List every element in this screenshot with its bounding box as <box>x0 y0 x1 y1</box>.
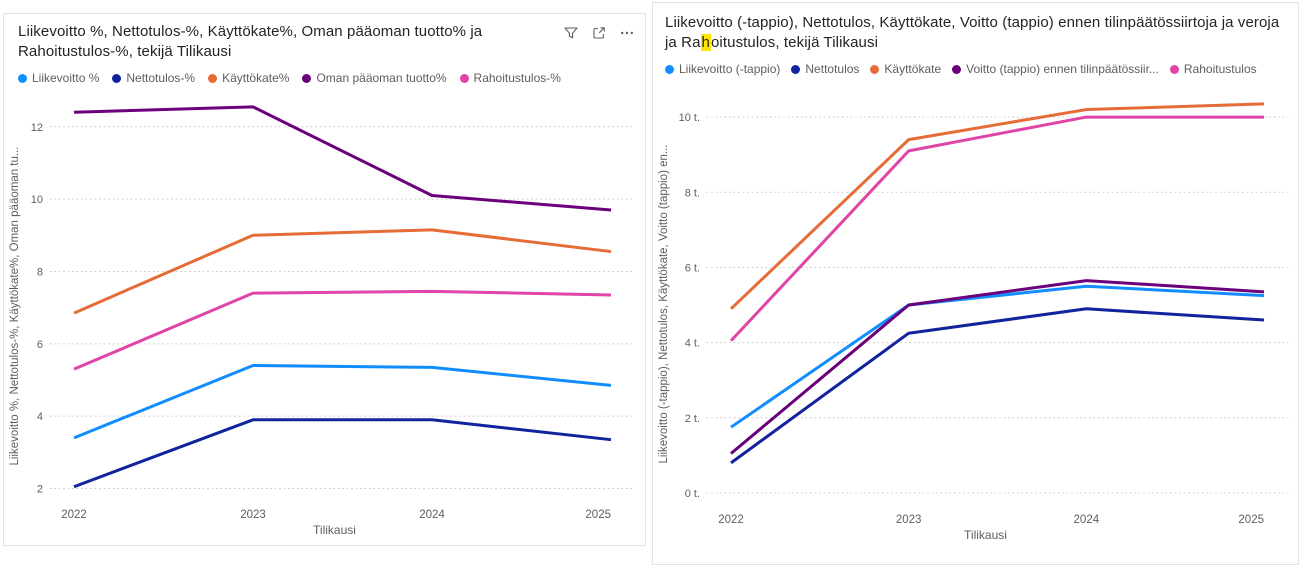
y-tick-label: 2 t. <box>685 413 700 425</box>
left-visual-header: Liikevoitto %, Nettotulos-%, Käyttökate%… <box>4 14 645 62</box>
x-tick-label: 2022 <box>718 514 744 526</box>
legend-item[interactable]: Nettotulos-% <box>112 71 195 85</box>
y-tick-label: 4 <box>37 411 43 423</box>
legend-label: Rahoitustulos-% <box>473 71 561 85</box>
legend-item[interactable]: Nettotulos <box>791 62 859 76</box>
series-line[interactable] <box>73 364 612 440</box>
more-options-icon[interactable] <box>619 25 635 41</box>
series-line[interactable] <box>73 289 612 371</box>
legend-marker <box>870 64 880 74</box>
right-chart-title: Liikevoitto (-tappio), Nettotulos, Käytt… <box>665 13 1288 53</box>
right-y-axis-title: Liikevoitto (-tappio), Nettotulos, Käytt… <box>658 144 670 463</box>
legend-item[interactable]: Voitto (tappio) ennen tilinpäätössiir... <box>952 62 1159 76</box>
y-tick-label: 6 t. <box>685 262 700 274</box>
series-line[interactable] <box>730 279 1265 455</box>
legend-label: Käyttökate <box>884 62 942 76</box>
legend-marker <box>302 73 312 83</box>
focus-mode-icon[interactable] <box>591 25 607 41</box>
legend-item[interactable]: Liikevoitto (-tappio) <box>665 62 780 76</box>
legend-item[interactable]: Käyttökate <box>870 62 941 76</box>
x-tick-label: 2024 <box>419 509 445 521</box>
y-tick-label: 8 t. <box>685 187 700 199</box>
bottom-spacer <box>653 550 1298 564</box>
series-line[interactable] <box>73 105 612 212</box>
series-line[interactable] <box>73 418 612 489</box>
x-tick-label: 2023 <box>896 514 922 526</box>
series-line[interactable] <box>729 115 1264 342</box>
right-plot-area: 0 t. 2 t. 4 t. 6 t. 8 t. 10 t. 2022 2023 2024 202… <box>673 79 1292 528</box>
left-y-axis-title: Liikevoitto %, Nettotulos-%, Käyttökate%… <box>9 146 21 465</box>
y-tick-label: 6 <box>37 339 43 351</box>
legend-label: Liikevoitto % <box>32 71 100 85</box>
y-tick-label: 10 <box>31 194 43 206</box>
left-chart-visual: Liikevoitto %, Nettotulos-%, Käyttökate%… <box>3 13 646 546</box>
series-line[interactable] <box>729 102 1265 310</box>
legend-label: Voitto (tappio) ennen tilinpäätössiir... <box>966 62 1159 76</box>
right-chart-legend: Liikevoitto (-tappio) Nettotulos Käyttökat… <box>653 53 1298 79</box>
legend-marker <box>112 73 122 83</box>
left-plot-row: Liikevoitto %, Nettotulos-%, Käyttökate%… <box>4 88 645 523</box>
y-tick-label: 2 <box>37 484 43 496</box>
legend-item[interactable]: Liikevoitto % <box>18 71 99 85</box>
left-y-axis-title-wrap: Liikevoitto %, Nettotulos-%, Käyttökate%… <box>6 88 24 523</box>
x-tick-label: 2025 <box>585 509 611 521</box>
legend-marker <box>1169 64 1179 74</box>
visual-header-icons <box>563 22 635 41</box>
x-tick-label: 2023 <box>240 509 266 521</box>
y-tick-label: 8 <box>37 266 43 278</box>
legend-label: Käyttökate% <box>222 71 290 85</box>
y-tick-label: 0 t. <box>685 488 700 500</box>
left-chart-plot: 2 4 6 8 10 12 2022 2023 2024 2025 <box>31 105 636 521</box>
left-chart-legend: Liikevoitto % Nettotulos-% Käyttökate% Oman… <box>4 62 645 88</box>
legend-label: Rahoitustulos <box>1183 62 1257 76</box>
left-plot-area: 2 4 6 8 10 12 2022 2023 2024 2025 <box>24 88 639 523</box>
legend-item[interactable]: Käyttökate% <box>208 71 289 85</box>
y-tick-label: 4 t. <box>685 338 700 350</box>
legend-marker <box>665 64 674 74</box>
legend-marker <box>208 73 218 83</box>
legend-marker <box>459 73 469 83</box>
legend-label: Nettotulos-% <box>126 71 196 85</box>
right-visual-header: Liikevoitto (-tappio), Nettotulos, Käytt… <box>653 3 1298 53</box>
legend-label: Nettotulos <box>805 62 860 76</box>
x-tick-label: 2022 <box>61 509 87 521</box>
series-line[interactable] <box>73 228 612 315</box>
right-plot-row: Liikevoitto (-tappio), Nettotulos, Käytt… <box>653 79 1298 528</box>
right-chart-plot: 0 t. 2 t. 4 t. 6 t. 8 t. 10 t. 2022 2023 2024 202… <box>679 102 1289 526</box>
y-tick-label: 12 <box>31 122 43 134</box>
y-tick-label: 10 t. <box>679 112 700 124</box>
x-tick-label: 2024 <box>1074 514 1100 526</box>
right-x-axis-title: Tilikausi <box>964 528 1007 542</box>
legend-label: Oman pääoman tuotto% <box>316 71 447 85</box>
title-search-highlight: h <box>700 34 711 52</box>
right-chart-title-post: oitustulos, tekijä Tilikausi <box>710 34 879 52</box>
right-chart-visual: Liikevoitto (-tappio), Nettotulos, Käytt… <box>652 2 1299 565</box>
left-x-axis-title: Tilikausi <box>313 523 356 537</box>
legend-marker <box>952 64 962 74</box>
series-line[interactable] <box>730 284 1265 429</box>
legend-marker <box>18 73 27 83</box>
left-chart-title: Liikevoitto %, Nettotulos-%, Käyttökate%… <box>18 23 483 61</box>
right-y-axis-title-wrap: Liikevoitto (-tappio), Nettotulos, Käytt… <box>655 79 673 528</box>
legend-label: Liikevoitto (-tappio) <box>679 62 781 76</box>
filter-icon[interactable] <box>563 25 579 41</box>
series-line[interactable] <box>730 307 1265 465</box>
x-tick-label: 2025 <box>1238 514 1264 526</box>
legend-item[interactable]: Rahoitustulos <box>1169 62 1257 76</box>
legend-item[interactable]: Oman pääoman tuotto% <box>302 71 447 85</box>
legend-marker <box>791 64 801 74</box>
legend-item[interactable]: Rahoitustulos-% <box>459 71 561 85</box>
right-chart-title-pre: Liikevoitto (-tappio), Nettotulos, Käytt… <box>665 14 1280 52</box>
